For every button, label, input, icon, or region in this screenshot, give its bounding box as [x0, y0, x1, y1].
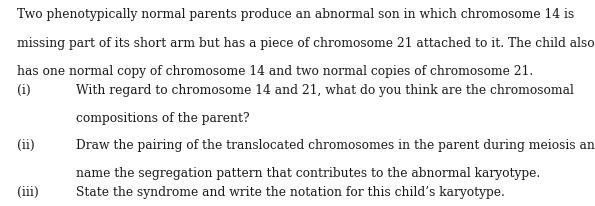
Text: (i): (i) — [17, 83, 30, 96]
Text: (ii): (ii) — [17, 138, 35, 151]
Text: has one normal copy of chromosome 14 and two normal copies of chromosome 21.: has one normal copy of chromosome 14 and… — [17, 65, 533, 78]
Text: State the syndrome and write the notation for this child’s karyotype.: State the syndrome and write the notatio… — [76, 185, 505, 198]
Text: Draw the pairing of the translocated chromosomes in the parent during meiosis an: Draw the pairing of the translocated chr… — [76, 138, 595, 151]
Text: compositions of the parent?: compositions of the parent? — [76, 112, 250, 125]
Text: missing part of its short arm but has a piece of chromosome 21 attached to it. T: missing part of its short arm but has a … — [17, 37, 594, 50]
Text: (iii): (iii) — [17, 185, 39, 198]
Text: With regard to chromosome 14 and 21, what do you think are the chromosomal: With regard to chromosome 14 and 21, wha… — [76, 83, 574, 96]
Text: name the segregation pattern that contributes to the abnormal karyotype.: name the segregation pattern that contri… — [76, 166, 540, 179]
Text: Two phenotypically normal parents produce an abnormal son in which chromosome 14: Two phenotypically normal parents produc… — [17, 8, 574, 21]
